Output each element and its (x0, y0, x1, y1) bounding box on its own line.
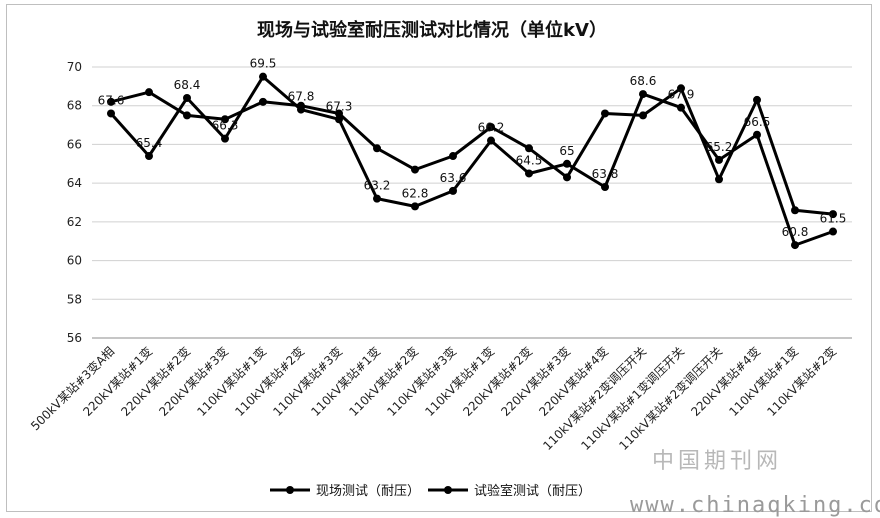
x-tick-label: 110kV某站#1变 (194, 344, 269, 419)
x-tick-label: 220kV某站#3变 (498, 344, 573, 419)
data-point-field (791, 241, 799, 250)
data-label: 65 (559, 144, 574, 158)
data-point-lab (183, 111, 191, 120)
data-point-field (107, 109, 115, 118)
y-tick-label: 62 (67, 215, 82, 229)
data-label: 68.6 (630, 74, 657, 88)
watermark-url: www.chinaqking.com (630, 493, 880, 518)
data-label: 66.3 (212, 119, 239, 133)
data-point-lab (525, 144, 533, 153)
y-tick-label: 70 (67, 60, 82, 74)
x-tick-label: 110kV某站#3变 (384, 344, 459, 419)
data-point-lab (601, 109, 609, 118)
data-point-lab (829, 210, 837, 219)
chart-title: 现场与试验室耐压测试对比情况（单位kV） (257, 19, 607, 41)
data-point-lab (335, 109, 343, 118)
data-point-field (715, 155, 723, 164)
data-point-field (829, 227, 837, 236)
legend: 现场测试（耐压） 试验室测试（耐压） (270, 483, 591, 499)
series-layer (107, 72, 837, 250)
data-label: 65.4 (136, 136, 163, 150)
data-point-field (677, 103, 685, 112)
data-label: 65.2 (706, 140, 733, 154)
data-label: 62.8 (402, 186, 429, 200)
data-label: 66.5 (744, 115, 771, 129)
y-tick-label: 56 (67, 331, 82, 345)
data-label: 61.5 (820, 212, 847, 226)
y-tick-label: 64 (67, 176, 82, 190)
data-point-field (221, 134, 229, 143)
data-point-field (639, 90, 647, 99)
x-tick-label: 220kV某站#4变 (688, 344, 763, 419)
data-point-field (183, 93, 191, 102)
x-tick-label: 110kV某站#1变 (422, 344, 497, 419)
legend-marker-lab (444, 486, 452, 494)
x-tick-label: 220kV某站#3变 (156, 344, 231, 419)
grid-layer (92, 66, 852, 339)
data-point-field (753, 130, 761, 139)
series-line-field (109, 75, 834, 247)
data-point-field (449, 186, 457, 195)
y-tick-label: 68 (67, 99, 82, 113)
data-point-lab (449, 152, 457, 161)
data-point-lab (259, 97, 267, 106)
x-tick-label: 110kV某站#3变 (270, 344, 345, 419)
data-point-lab (639, 111, 647, 120)
x-axis-ticks: 500kV某站#3变A相220kV某站#1变220kV某站#2变220kV某站#… (27, 344, 839, 453)
x-tick-label: 110kV某站#2变 (346, 344, 421, 419)
data-label: 63.6 (440, 171, 467, 185)
data-point-lab (221, 115, 229, 124)
data-point-lab (677, 84, 685, 93)
legend-label-lab: 试验室测试（耐压） (474, 483, 591, 499)
x-tick-label: 110kV某站#1变 (726, 344, 801, 419)
data-label: 68.4 (174, 78, 201, 92)
data-label: 63.8 (592, 167, 619, 181)
data-point-field (601, 183, 609, 192)
data-point-field (563, 159, 571, 168)
series-line-lab (110, 86, 834, 216)
data-point-lab (487, 123, 495, 132)
data-point-field (145, 152, 153, 161)
legend-marker-field (286, 486, 294, 494)
y-axis-ticks: 56 58 60 62 64 66 68 70 (67, 60, 82, 345)
data-label: 67.9 (668, 88, 695, 102)
data-point-field (373, 194, 381, 203)
x-tick-label: 220kV某站#2变 (460, 344, 535, 419)
data-label: 63.2 (364, 179, 391, 193)
data-point-lab (297, 101, 305, 110)
data-point-lab (563, 173, 571, 182)
data-label-layer: 67.6 65.4 68.4 66.3 69.5 67.8 67.3 63.2 62.8 63.6… (98, 57, 847, 239)
data-point-lab (753, 95, 761, 104)
x-tick-label: 110kV某站#1变 (308, 344, 383, 419)
data-point-lab (107, 97, 115, 106)
x-tick-label: 220kV某站#2变 (118, 344, 193, 419)
data-label: 69.5 (250, 57, 277, 71)
data-label: 67.6 (98, 93, 125, 107)
data-label: 67.8 (288, 90, 315, 104)
data-point-field (411, 202, 419, 211)
y-tick-label: 66 (67, 137, 82, 151)
legend-label-field: 现场测试（耐压） (316, 484, 420, 499)
data-point-field (259, 72, 267, 81)
data-point-lab (791, 206, 799, 215)
data-point-lab (373, 144, 381, 153)
watermark-chinese: 中国期刊网 (652, 449, 782, 474)
x-tick-label: 110kV某站#2变 (232, 344, 307, 419)
x-tick-label: 220kV某站#4变 (536, 344, 611, 419)
x-tick-label: 110kV某站#2变 (764, 344, 839, 419)
y-tick-label: 58 (67, 292, 82, 306)
y-tick-label: 60 (67, 254, 82, 268)
data-label: 67.3 (326, 99, 353, 113)
data-point-field (487, 136, 495, 145)
data-point-lab (145, 88, 153, 97)
data-point-lab (411, 165, 419, 174)
data-label: 60.8 (782, 225, 809, 239)
x-tick-label: 220kV某站#1变 (80, 344, 155, 419)
data-label: 64.5 (516, 153, 543, 167)
data-point-field (525, 169, 533, 178)
data-label: 66.2 (478, 121, 505, 135)
data-point-lab (715, 175, 723, 184)
